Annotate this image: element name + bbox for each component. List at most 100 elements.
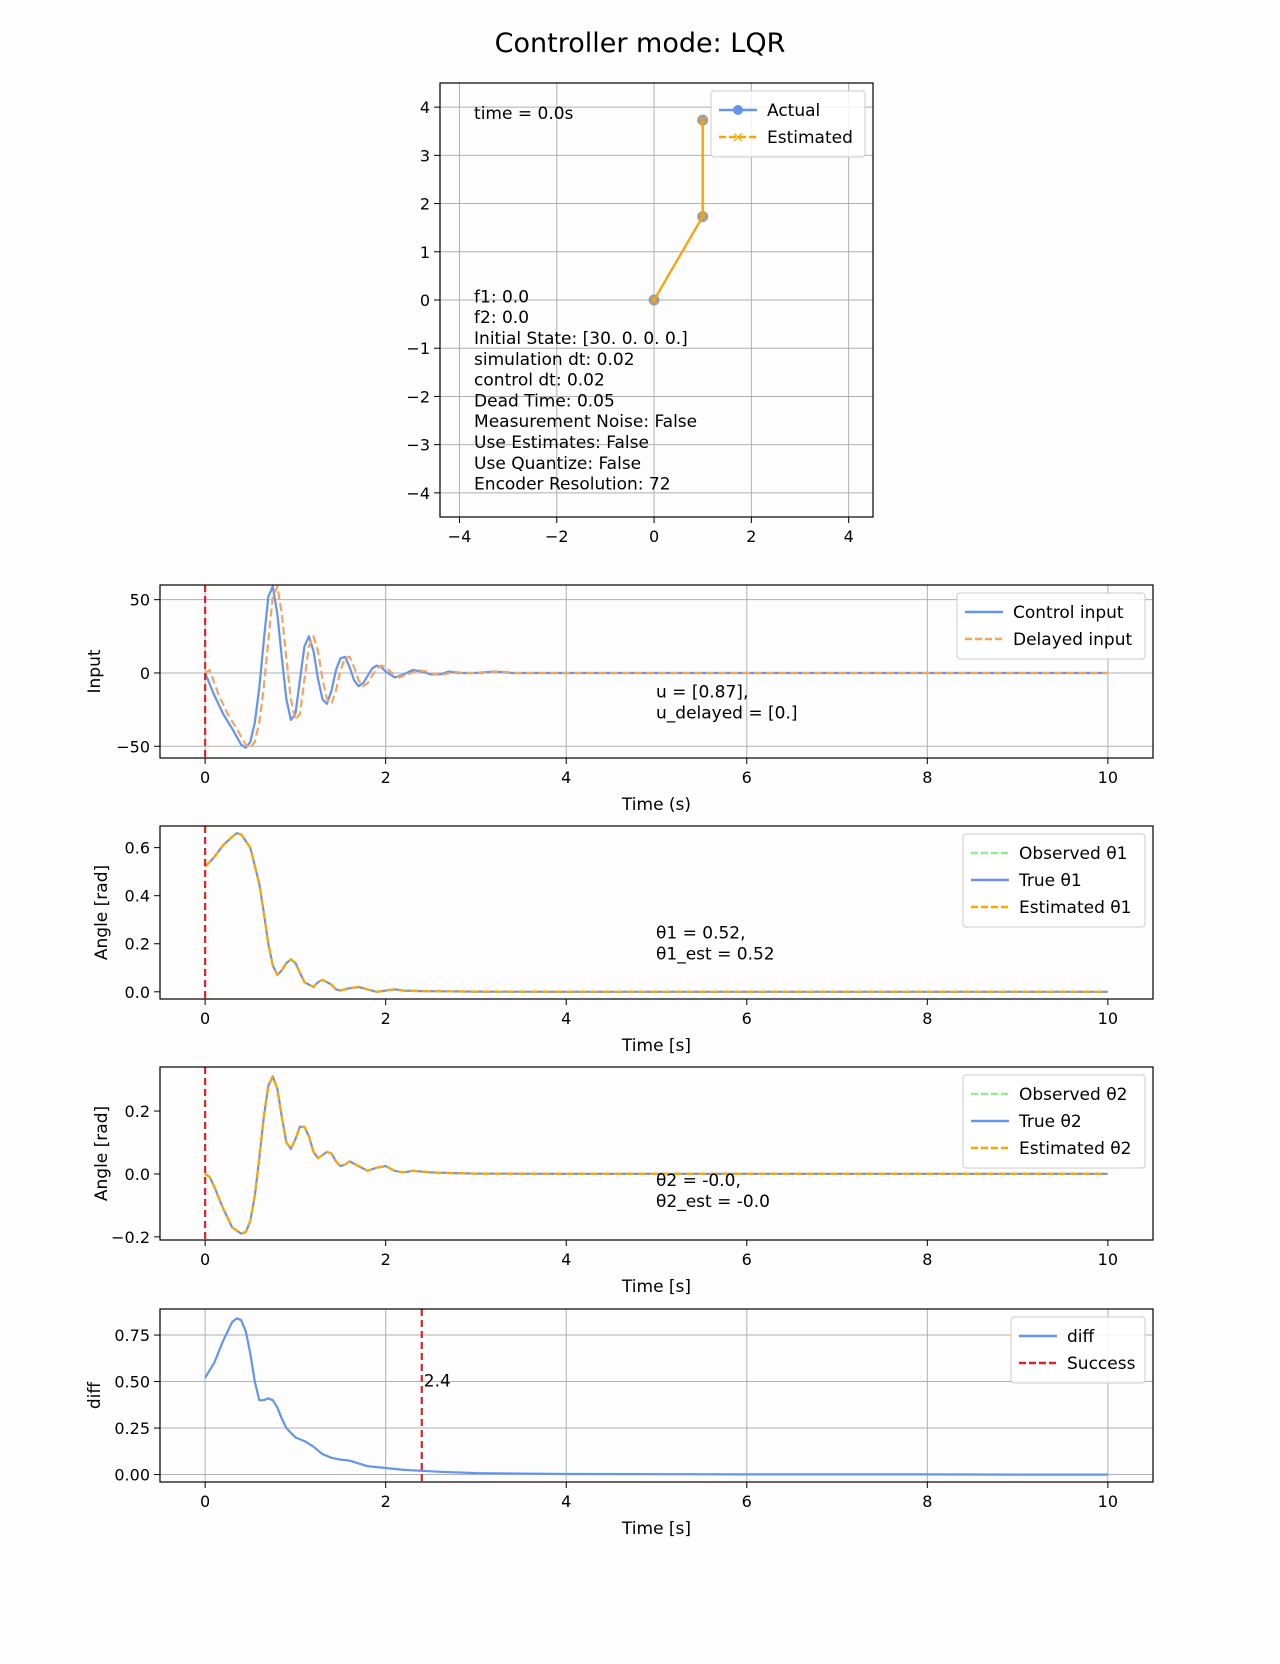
legend-box [1010, 1316, 1146, 1384]
legend-label: Control input [1013, 603, 1124, 623]
estimated-point: × [696, 111, 709, 129]
x-tick-label: 2 [381, 1250, 391, 1269]
series-line-estimated-1 [204, 832, 1108, 993]
x-tick-label: 4 [561, 1250, 571, 1269]
y-tick-label: 50 [130, 591, 150, 610]
x-tick-label: 8 [922, 1250, 932, 1269]
vline-label: 2.4 [424, 1372, 451, 1392]
annotation-text: u = [0.87], [656, 683, 748, 703]
info-line: Measurement Noise: False [474, 412, 697, 432]
y-tick-label: 0 [420, 291, 430, 310]
series-line-estimated-2 [204, 1075, 1108, 1235]
legend-label: Delayed input [1013, 630, 1132, 650]
info-line: Initial State: [30. 0. 0. 0.] [474, 329, 688, 349]
x-tick-label: 10 [1098, 1492, 1118, 1511]
annotation-text: θ1 = 0.52, [656, 924, 746, 944]
legend-label: Observed θ2 [1019, 1085, 1127, 1105]
axes-frame [159, 584, 1154, 759]
y-tick-label: 4 [420, 98, 430, 117]
y-tick-label: −3 [406, 436, 430, 455]
axes-frame [159, 1308, 1154, 1483]
info-line: Encoder Resolution: 72 [474, 475, 670, 495]
legend-label: Estimated θ1 [1019, 898, 1132, 918]
y-tick-label: 0.25 [114, 1419, 150, 1438]
plot-area [204, 832, 1108, 993]
legend-marker: × [732, 128, 745, 146]
x-tick-label: 2 [381, 1009, 391, 1028]
x-tick-label: 8 [922, 1492, 932, 1511]
plot-area: × × × [648, 111, 709, 309]
figure-title: Controller mode: LQR [495, 28, 786, 59]
y-tick-label: 0.0 [125, 983, 150, 1002]
x-axis-label: Time [s] [621, 1277, 691, 1297]
y-tick-label: −0.2 [111, 1228, 150, 1247]
x-tick-label: −4 [448, 527, 472, 546]
annotation-text: θ1_est = 0.52 [656, 945, 775, 965]
x-tick-label: 6 [742, 768, 752, 787]
legend: Observed θ2 True θ2 Estimated θ2 [962, 1074, 1146, 1169]
legend-label: Estimated θ2 [1019, 1139, 1132, 1159]
legend: diff Success [1010, 1316, 1146, 1384]
legend-label: diff [1067, 1327, 1096, 1347]
legend-label: Estimated [767, 128, 853, 148]
chart-pendulum: −4 −2 0 2 4 −4 −3 −2 −1 0 1 2 3 4 × × × time = 0.0s f1: 0.… [406, 82, 874, 546]
series-line-diff [204, 1317, 1108, 1476]
legend-label: Success [1067, 1354, 1136, 1374]
y-tick-label: 0.00 [114, 1466, 150, 1485]
x-tick-label: 2 [381, 768, 391, 787]
y-tick-label: 0.50 [114, 1373, 150, 1392]
x-tick-label: 2 [746, 527, 756, 546]
series-line-actual [653, 120, 704, 301]
y-tick-label: −4 [406, 484, 430, 503]
annotation-text: u_delayed = [0.] [656, 704, 798, 724]
plot-area [204, 585, 1108, 749]
y-tick-label: 0.75 [114, 1326, 150, 1345]
legend-box [962, 1074, 1146, 1169]
x-tick-label: 4 [561, 1492, 571, 1511]
y-axis-label: Angle [rad] [92, 1106, 112, 1201]
axes-frame [159, 1066, 1154, 1241]
legend: Actual × Estimated [710, 90, 866, 158]
legend-box [710, 90, 866, 158]
chart-theta2: 0 2 4 6 8 10 −0.2 0.0 0.2 Time [s] Angle [rad] θ2 =… [92, 1066, 1154, 1297]
legend-label: Observed θ1 [1019, 844, 1127, 864]
x-tick-label: 0 [200, 1250, 210, 1269]
annotation-text: θ2_est = -0.0 [656, 1192, 770, 1212]
x-axis-label: Time [s] [621, 1036, 691, 1056]
info-line: Use Quantize: False [474, 454, 641, 474]
y-tick-label: 3 [420, 146, 430, 165]
series-line-control-input [204, 585, 1108, 749]
x-tick-label: 4 [561, 768, 571, 787]
x-tick-label: 2 [381, 1492, 391, 1511]
axes-frame [159, 825, 1154, 1000]
y-tick-label: 0.0 [125, 1165, 150, 1184]
legend: Control input Delayed input [956, 592, 1146, 660]
legend-label: True θ2 [1018, 1112, 1082, 1132]
legend-label: Actual [767, 101, 820, 121]
time-readout: time = 0.0s [474, 104, 573, 124]
chart-diff: 0 2 4 6 8 10 0.00 0.25 0.50 0.75 Time [s] diff 2.4 di… [85, 1308, 1154, 1539]
y-axis-label: Angle [rad] [92, 865, 112, 960]
estimated-point: × [696, 208, 709, 226]
legend-box [956, 592, 1146, 660]
y-tick-label: 0 [140, 664, 150, 683]
legend-box [962, 833, 1146, 928]
x-tick-label: 6 [742, 1250, 752, 1269]
annotation-text: θ2 = -0.0, [656, 1171, 741, 1191]
y-tick-label: 0.4 [125, 887, 150, 906]
x-tick-label: 10 [1098, 768, 1118, 787]
x-tick-label: 10 [1098, 1009, 1118, 1028]
x-tick-label: 0 [200, 768, 210, 787]
x-tick-label: 4 [844, 527, 854, 546]
y-tick-label: 0.6 [125, 839, 150, 858]
y-tick-label: −2 [406, 387, 430, 406]
x-axis-label: Time (s) [621, 795, 691, 815]
legend: Observed θ1 True θ1 Estimated θ1 [962, 833, 1146, 928]
x-tick-label: 0 [649, 527, 659, 546]
y-tick-label: 0.2 [125, 1102, 150, 1121]
y-tick-label: −50 [116, 737, 150, 756]
x-tick-label: 6 [742, 1492, 752, 1511]
chart-input: 0 2 4 6 8 10 −50 0 50 Time (s) Input u = [0.87],u_d… [85, 584, 1154, 815]
plot-area [204, 1317, 1108, 1476]
